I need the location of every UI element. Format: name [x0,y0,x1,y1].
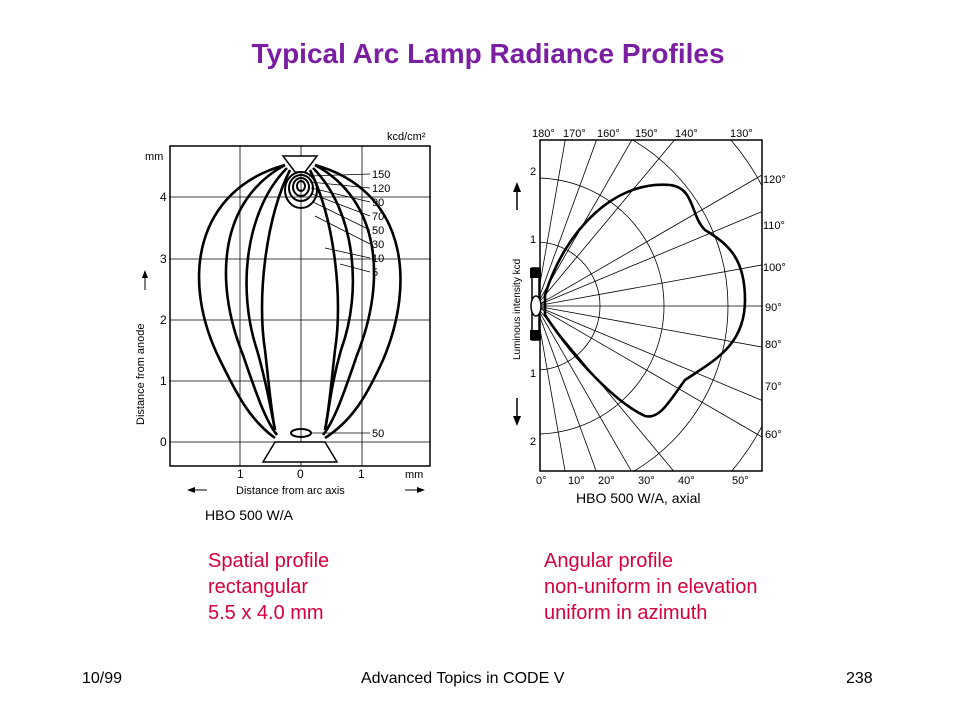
angle-label-150: 150° [635,128,658,140]
angle-label-80: 80° [765,339,782,351]
intensity-tick-bottom-1: 1 [530,368,536,380]
angle-label-120: 120° [763,174,786,186]
radiance-contours [197,163,402,440]
intensity-tick-top-1: 1 [530,234,536,246]
caption-line: Angular profile [544,550,673,572]
angle-label-170: 170° [563,128,586,140]
angle-label-40: 40° [678,475,695,487]
spatial-figure-caption: HBO 500 W/A [205,507,294,523]
intensity-axis-label: Luminous intensity kcd [512,259,523,360]
angle-label-70: 70° [765,381,782,393]
intensity-tick-top-2: 2 [530,166,536,178]
caption-line: Spatial profile [208,550,330,572]
slide-title: Typical Arc Lamp Radiance Profiles [251,38,725,69]
y-tick-3: 3 [160,252,167,266]
cathode-tip [281,155,319,173]
angle-label-0: 0° [536,475,547,487]
angle-label-110: 110° [763,220,785,232]
caption-line: non-uniform in elevation [544,576,758,598]
intensity-tick-bottom-2: 2 [530,436,536,448]
leader-lines [308,173,371,434]
y-axis-arrow [142,270,148,290]
x-tick-0: 0 [297,467,304,481]
contour-label-10: 10 [372,253,384,265]
y-tick-1: 1 [160,374,167,388]
down-arrow [513,398,521,426]
contour-label-70: 70 [372,211,384,223]
footer-page-number: 238 [846,670,873,687]
contour-label-120: 120 [372,183,390,195]
x-tick-right-1: 1 [358,467,365,481]
plot-frame [539,139,763,472]
angle-label-160: 160° [597,128,620,140]
y-tick-2: 2 [160,313,167,327]
x-tick-left-1: 1 [237,467,244,481]
x-axis-left-arrow [187,487,207,493]
contour-label-5: 5 [372,267,378,279]
contour-label-bottom-50: 50 [372,428,384,440]
angle-label-130: 130° [730,128,753,140]
angle-label-100: 100° [763,262,786,274]
angle-label-180: 180° [532,128,555,140]
units-label: kcd/cm² [387,131,426,143]
y-tick-0: 0 [160,435,167,449]
caption-line: rectangular [208,576,309,598]
contour-label-90: 90 [372,197,384,209]
angular-figure-caption: HBO 500 W/A, axial [576,490,701,506]
angular-profile-figure: 180° 170° 160° 150° 140° 130° 120° 110° … [505,120,795,515]
angle-label-20: 20° [598,475,615,487]
contour-label-150: 150 [372,169,390,181]
angle-label-10: 10° [568,475,585,487]
contour-label-50: 50 [372,225,384,237]
angle-label-30: 30° [638,475,655,487]
angle-label-140: 140° [675,128,698,140]
polar-grid [540,140,762,471]
caption-line: 5.5 x 4.0 mm [208,602,324,624]
angular-profile-diagram: 180° 170° 160° 150° 140° 130° 120° 110° … [512,128,786,506]
up-arrow [513,182,521,210]
x-axis-label: Distance from arc axis [236,485,345,497]
footer-date: 10/99 [82,670,123,687]
y-unit-label: mm [145,151,163,163]
angle-label-90: 90° [765,302,782,314]
angle-label-50: 50° [732,475,749,487]
spatial-profile-figure: 150 120 90 70 50 30 10 5 50 kcd/cm² mm 4… [125,120,445,525]
grid [170,146,430,466]
contour-label-30: 30 [372,239,384,251]
intensity-curve [543,183,747,418]
lamp-icon [530,267,542,341]
angular-profile-caption: Angular profile non-uniform in elevation… [544,548,757,626]
plot-frame [169,145,431,467]
spatial-profile-diagram: 150 120 90 70 50 30 10 5 50 kcd/cm² mm 4… [135,131,431,523]
anode-tip [261,441,339,463]
y-tick-4: 4 [160,190,167,204]
y-axis-label: Distance from anode [135,324,147,426]
caption-line: uniform in azimuth [544,602,708,624]
footer-title: Advanced Topics in CODE V [361,670,565,687]
x-axis-right-arrow [405,487,425,493]
angle-label-60: 60° [765,429,782,441]
x-unit-label: mm [405,469,423,481]
spatial-profile-caption: Spatial profile rectangular 5.5 x 4.0 mm [208,548,329,626]
